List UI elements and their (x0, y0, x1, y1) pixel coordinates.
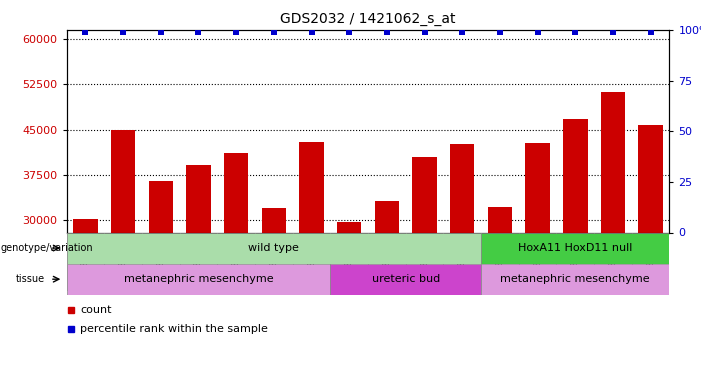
Text: GSM87691: GSM87691 (608, 236, 618, 285)
Text: GSM87692: GSM87692 (646, 236, 655, 285)
Bar (73, 219, 97, 375)
Point (80, 29, 91, 35)
Text: GSM87682: GSM87682 (156, 236, 165, 285)
Text: GSM87679: GSM87679 (345, 236, 354, 285)
Point (607, 29, 618, 35)
Bar (330, 264, 481, 295)
Text: percentile rank within the sample: percentile rank within the sample (80, 324, 268, 334)
Text: ureteric bud: ureteric bud (372, 274, 440, 284)
Bar (525, 143, 550, 375)
Point (306, 29, 317, 35)
Point (118, 29, 129, 35)
Bar (67, 232, 481, 264)
Point (268, 29, 280, 35)
Text: GSM87678: GSM87678 (81, 236, 90, 285)
Bar (67, 264, 330, 295)
Bar (450, 144, 475, 375)
Bar (481, 264, 669, 295)
Bar (149, 181, 173, 375)
Bar (412, 157, 437, 375)
Text: metanephric mesenchyme: metanephric mesenchyme (123, 274, 273, 284)
Text: GSM87686: GSM87686 (231, 236, 240, 285)
Point (381, 29, 393, 35)
Point (494, 29, 505, 35)
Bar (563, 119, 587, 375)
Bar (639, 125, 663, 375)
Text: HoxA11 HoxD11 null: HoxA11 HoxD11 null (518, 243, 632, 253)
Text: GSM87690: GSM87690 (571, 236, 580, 285)
Point (456, 29, 468, 35)
Point (231, 29, 242, 35)
Bar (481, 232, 669, 264)
Text: GSM87689: GSM87689 (533, 236, 542, 285)
Bar (488, 207, 512, 375)
Point (645, 29, 656, 35)
Title: GDS2032 / 1421062_s_at: GDS2032 / 1421062_s_at (280, 12, 456, 26)
Text: GSM87677: GSM87677 (496, 236, 505, 285)
Point (419, 29, 430, 35)
Bar (337, 222, 362, 375)
Text: GSM87681: GSM87681 (118, 236, 128, 285)
Bar (601, 92, 625, 375)
Text: GSM87687: GSM87687 (269, 236, 278, 285)
Text: GSM87688: GSM87688 (307, 236, 316, 285)
Bar (299, 142, 324, 375)
Point (343, 29, 355, 35)
Text: count: count (80, 305, 111, 315)
Text: metanephric mesenchyme: metanephric mesenchyme (501, 274, 650, 284)
Text: GSM87684: GSM87684 (420, 236, 429, 285)
Bar (186, 165, 211, 375)
Text: tissue: tissue (15, 274, 45, 284)
Text: GSM87685: GSM87685 (458, 236, 467, 285)
Text: genotype/variation: genotype/variation (1, 243, 93, 253)
Bar (261, 209, 286, 375)
Point (570, 29, 581, 35)
Bar (111, 130, 135, 375)
Bar (224, 153, 248, 375)
Text: wild type: wild type (248, 243, 299, 253)
Point (193, 29, 204, 35)
Point (155, 29, 166, 35)
Point (532, 29, 543, 35)
Text: GSM87680: GSM87680 (382, 236, 391, 285)
Bar (374, 201, 399, 375)
Text: GSM87683: GSM87683 (194, 236, 203, 285)
